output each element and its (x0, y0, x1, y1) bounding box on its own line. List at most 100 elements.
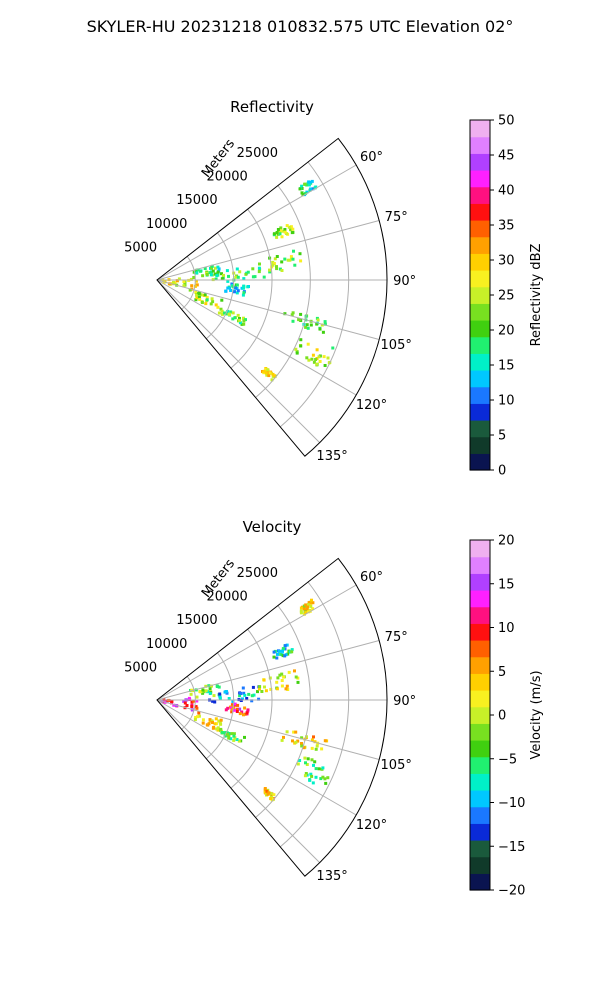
echo-gate (322, 355, 326, 359)
azimuth-tick-label: 120° (356, 818, 387, 833)
echo-gate (293, 263, 297, 267)
echo-gate (290, 650, 294, 654)
echo-region (219, 727, 246, 743)
echo-gate (289, 225, 293, 229)
echo-gate (280, 738, 284, 742)
echo-gate (242, 286, 246, 290)
echo-gate (285, 224, 289, 228)
echo-gate (304, 325, 308, 329)
echo-gate (205, 273, 209, 276)
echo-gate (187, 696, 191, 700)
echo-gate (318, 360, 322, 363)
echo-gate (251, 275, 255, 279)
echo-gate (242, 284, 246, 288)
echo-gate (304, 761, 307, 765)
echo-gate (314, 747, 318, 751)
echo-gate (311, 187, 315, 191)
echo-gate (183, 701, 187, 705)
echo-gate (303, 774, 307, 778)
echo-gate (314, 767, 318, 771)
echo-gate (220, 277, 224, 281)
echo-gate (182, 699, 186, 703)
echo-gate (233, 316, 237, 320)
echo-gate (268, 268, 271, 272)
echo-region (296, 756, 330, 785)
echo-gate (209, 302, 213, 306)
echo-gate (305, 183, 309, 187)
echo-gate (304, 611, 308, 615)
echo-gate (275, 267, 279, 271)
echo-gate (194, 716, 198, 719)
echo-gate (323, 777, 327, 781)
echo-gate (210, 297, 214, 301)
echo-gate (309, 772, 313, 776)
echo-gate (215, 727, 219, 731)
echo-gate (214, 266, 217, 270)
echo-gate (290, 313, 294, 317)
echo-gate (309, 601, 313, 605)
echo-gate (296, 739, 300, 743)
echo-gate (315, 744, 319, 748)
echo-gate (311, 601, 315, 605)
echo-gate (273, 374, 276, 378)
echo-gate (323, 364, 327, 367)
colorbar-segment (470, 706, 490, 724)
echo-gate (189, 692, 193, 696)
azimuth-line (156, 699, 357, 816)
echo-gate (276, 676, 280, 680)
echo-gate (291, 227, 295, 231)
colorbar-tick-label: 5 (498, 429, 506, 444)
echo-gate (294, 730, 298, 734)
echo-gate (219, 718, 223, 722)
colorbar-segment (470, 690, 490, 708)
echo-gate (279, 229, 283, 233)
echo-gate (288, 258, 292, 262)
echo-region (256, 669, 300, 694)
echo-gate (222, 273, 225, 277)
echo-gate (224, 708, 228, 712)
echo-gate (280, 235, 284, 239)
echo-gate (209, 273, 213, 277)
colorbar-label: Reflectivity dBZ (529, 244, 544, 347)
azimuth-line (156, 639, 380, 701)
echo-gate (268, 270, 272, 274)
echo-gate (172, 703, 176, 707)
echo-gate (275, 680, 279, 684)
echo-gate (225, 690, 228, 694)
echo-gate (195, 699, 199, 703)
echo-gate (230, 710, 234, 714)
echo-gate (223, 311, 226, 315)
echo-gate (218, 696, 222, 700)
echo-gate (265, 373, 269, 377)
echo-gate (305, 608, 309, 612)
range-ring (181, 676, 196, 730)
echo-gate (270, 378, 274, 382)
echo-gate (269, 797, 273, 801)
range-ring (230, 208, 273, 369)
echo-gate (278, 673, 282, 677)
echo-gate (272, 655, 276, 659)
echo-gate (291, 311, 295, 315)
echo-gate (314, 185, 318, 189)
colorbar-segment (470, 286, 490, 304)
echo-gate (250, 699, 254, 703)
echo-gate (211, 269, 215, 273)
echo-gate (313, 760, 317, 764)
echo-gate (310, 774, 314, 778)
echo-gate (246, 270, 250, 274)
colorbar-tick-label: 50 (498, 114, 515, 129)
echo-gate (302, 612, 306, 616)
echo-gate (272, 232, 276, 236)
echo-gate (275, 687, 279, 691)
echo-gate (267, 374, 271, 378)
echo-gate (310, 746, 314, 750)
range-ring (279, 581, 350, 848)
range-tick-label: 20000 (206, 590, 247, 605)
echo-region (224, 282, 250, 297)
echo-gate (312, 735, 315, 739)
echo-gate (219, 722, 223, 726)
colorbar-segment (470, 186, 490, 204)
echo-gate (208, 692, 212, 695)
echo-gate (318, 327, 322, 331)
echo-gate (280, 269, 284, 272)
